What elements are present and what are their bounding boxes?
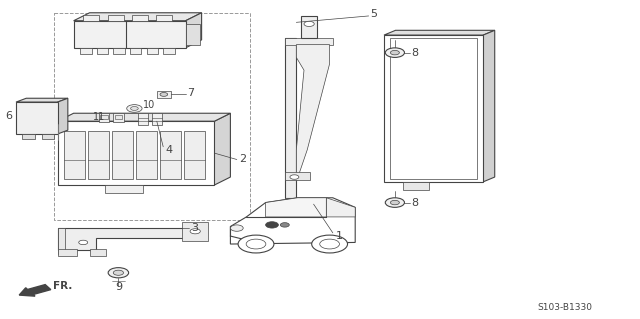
Circle shape [320, 239, 339, 249]
Bar [83, 15, 99, 21]
Polygon shape [326, 198, 355, 217]
Bar [58, 228, 65, 254]
Text: 11: 11 [93, 112, 105, 122]
Text: 4: 4 [165, 145, 172, 155]
Circle shape [238, 235, 274, 253]
Polygon shape [230, 198, 355, 244]
Bar [285, 172, 310, 180]
Circle shape [385, 198, 404, 207]
Bar [156, 15, 172, 21]
Circle shape [190, 229, 200, 234]
Polygon shape [214, 113, 230, 185]
Text: FR.: FR. [53, 281, 72, 291]
Bar [184, 131, 205, 179]
Polygon shape [58, 98, 68, 134]
Circle shape [312, 235, 348, 253]
Bar [16, 102, 58, 134]
Polygon shape [58, 228, 192, 250]
Bar [58, 121, 214, 185]
Bar [108, 15, 124, 21]
Bar [138, 113, 148, 125]
Circle shape [108, 268, 129, 278]
Bar [88, 131, 109, 179]
Bar [113, 48, 125, 54]
Text: 2: 2 [239, 154, 246, 165]
Bar [152, 113, 162, 125]
Bar [147, 48, 158, 54]
Circle shape [230, 225, 243, 231]
Polygon shape [296, 45, 330, 182]
Bar [186, 24, 200, 45]
Polygon shape [266, 198, 326, 217]
Text: 8: 8 [412, 197, 419, 208]
Polygon shape [483, 30, 495, 182]
Text: 10: 10 [143, 100, 155, 110]
Bar [97, 48, 108, 54]
Bar [163, 48, 175, 54]
Text: 5: 5 [370, 9, 377, 19]
Circle shape [390, 200, 399, 205]
Circle shape [266, 222, 278, 228]
Bar [99, 113, 109, 122]
Circle shape [113, 270, 124, 275]
Bar [403, 182, 429, 190]
Circle shape [280, 223, 289, 227]
Bar [80, 48, 92, 54]
Bar [285, 38, 296, 198]
Bar [58, 249, 77, 256]
Circle shape [290, 175, 299, 179]
Circle shape [390, 50, 399, 55]
Bar [132, 15, 148, 21]
Bar [54, 13, 250, 220]
Polygon shape [58, 113, 230, 121]
Bar [384, 35, 483, 182]
Polygon shape [74, 13, 202, 21]
Bar [74, 21, 186, 48]
Circle shape [160, 93, 168, 96]
Bar [285, 198, 326, 204]
Text: 1: 1 [335, 231, 342, 241]
Bar [113, 113, 124, 122]
Text: 9: 9 [115, 282, 122, 292]
FancyArrow shape [19, 285, 51, 296]
Circle shape [246, 239, 266, 249]
Circle shape [131, 107, 138, 110]
Bar [100, 115, 108, 119]
Bar [112, 131, 133, 179]
Bar [160, 131, 180, 179]
Text: S103-B1330: S103-B1330 [538, 303, 593, 312]
Text: 7: 7 [188, 87, 195, 98]
Circle shape [304, 21, 314, 26]
Bar [390, 38, 477, 179]
Bar [22, 134, 35, 139]
Circle shape [127, 105, 142, 112]
Circle shape [79, 240, 88, 245]
Bar [157, 91, 171, 98]
Bar [182, 222, 208, 241]
Bar [64, 131, 85, 179]
Bar [42, 134, 54, 139]
Polygon shape [16, 98, 68, 102]
Circle shape [385, 48, 404, 57]
Bar [115, 115, 122, 119]
Bar [136, 131, 157, 179]
Text: 3: 3 [191, 223, 198, 233]
Text: 8: 8 [412, 48, 419, 58]
Polygon shape [186, 13, 202, 48]
Bar [301, 16, 317, 38]
Bar [130, 48, 141, 54]
Bar [104, 185, 143, 193]
Bar [90, 249, 106, 256]
Bar [285, 38, 333, 45]
Text: 6: 6 [5, 111, 12, 122]
Bar [285, 198, 301, 211]
Polygon shape [384, 30, 495, 35]
